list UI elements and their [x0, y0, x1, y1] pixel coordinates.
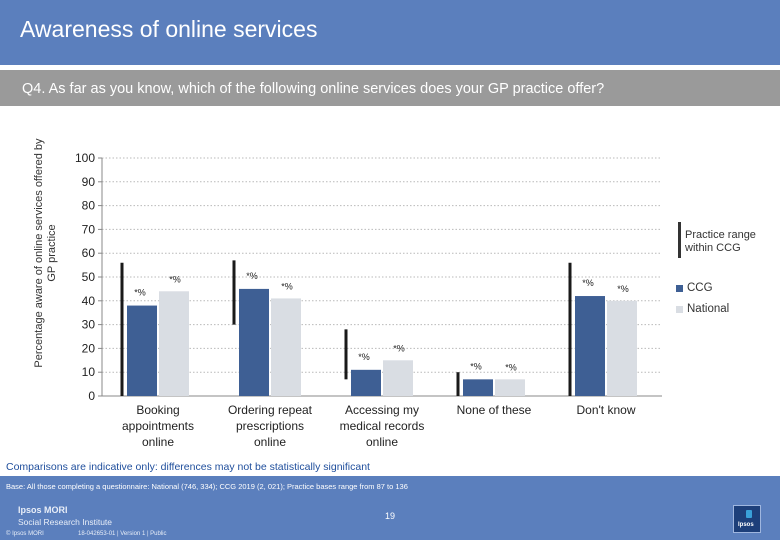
x-tick-label: Booking: [136, 403, 179, 417]
y-tick-label: 50: [82, 270, 96, 284]
x-tick-label: Accessing my: [345, 403, 419, 417]
data-label: *%: [505, 362, 517, 372]
ipsos-logo-word: Ipsos: [738, 522, 754, 528]
bar-ccg: [239, 288, 269, 396]
y-tick-label: 60: [82, 246, 96, 260]
bar-ccg: [463, 379, 493, 396]
social-research-institute-logo: Social Research Institute: [18, 517, 113, 527]
bar-national: [159, 291, 189, 396]
bar-national: [495, 379, 525, 396]
x-tick-label: medical records: [340, 419, 425, 433]
x-tick-label: appointments: [122, 419, 194, 433]
data-label: *%: [393, 343, 405, 353]
question-text: Q4. As far as you know, which of the fol…: [22, 81, 605, 97]
x-tick-label: prescriptions: [236, 419, 304, 433]
question-bar: Q4. As far as you know, which of the fol…: [0, 70, 780, 106]
y-tick-label: 30: [82, 318, 96, 332]
y-tick-label: 100: [75, 151, 95, 165]
y-tick-label: 90: [82, 175, 96, 189]
y-tick-label: 70: [82, 222, 96, 236]
data-label: *%: [246, 271, 258, 281]
data-label: *%: [169, 274, 181, 284]
data-label: *%: [358, 352, 370, 362]
copyright: © Ipsos MORI: [6, 531, 44, 537]
page-number: 19: [384, 511, 395, 521]
legend-national-swatch: [676, 306, 683, 313]
footer: Base: All those completing a questionnai…: [0, 476, 780, 540]
comparison-note: Comparisons are indicative only: differe…: [6, 461, 370, 473]
page-title: Awareness of online services: [20, 16, 318, 42]
x-tick-label: online: [366, 435, 398, 449]
data-label: *%: [134, 288, 146, 298]
y-tick-label: 40: [82, 294, 96, 308]
y-tick-label: 80: [82, 199, 96, 213]
base-text: Base: All those completing a questionnai…: [6, 482, 408, 491]
legend-ccg-swatch: [676, 285, 683, 292]
bar-national: [271, 298, 301, 396]
y-tick-label: 10: [82, 365, 96, 379]
y-tick-label: 20: [82, 341, 96, 355]
x-tick-label: Ordering repeat: [228, 403, 313, 417]
y-tick-label: 0: [88, 389, 95, 403]
x-tick-label: Don't know: [577, 403, 636, 417]
legend-range-line: [678, 222, 681, 258]
bar-national: [383, 360, 413, 396]
bar-ccg: [351, 369, 381, 396]
ipsos-mori-logo: Ipsos MORI: [18, 505, 68, 515]
legend-range-label: Practice range within CCG: [685, 229, 756, 254]
data-label: *%: [582, 278, 594, 288]
data-label: *%: [281, 281, 293, 291]
data-label: *%: [617, 284, 629, 294]
document-reference: 18-042653-01 | Version 1 | Public: [78, 531, 167, 537]
bar-ccg: [575, 296, 605, 396]
title-bar: Awareness of online services: [0, 0, 780, 65]
x-tick-label: None of these: [457, 403, 532, 417]
ipsos-logo-mark: [746, 510, 752, 518]
bar-ccg: [127, 305, 157, 396]
data-label: *%: [470, 361, 482, 371]
ipsos-logo-icon: Ipsos: [733, 505, 761, 533]
legend-national-label: National: [687, 303, 730, 315]
x-tick-label: online: [142, 435, 174, 449]
bar-national: [607, 300, 637, 396]
x-tick-label: online: [254, 435, 286, 449]
legend-ccg-label: CCG: [687, 282, 713, 294]
